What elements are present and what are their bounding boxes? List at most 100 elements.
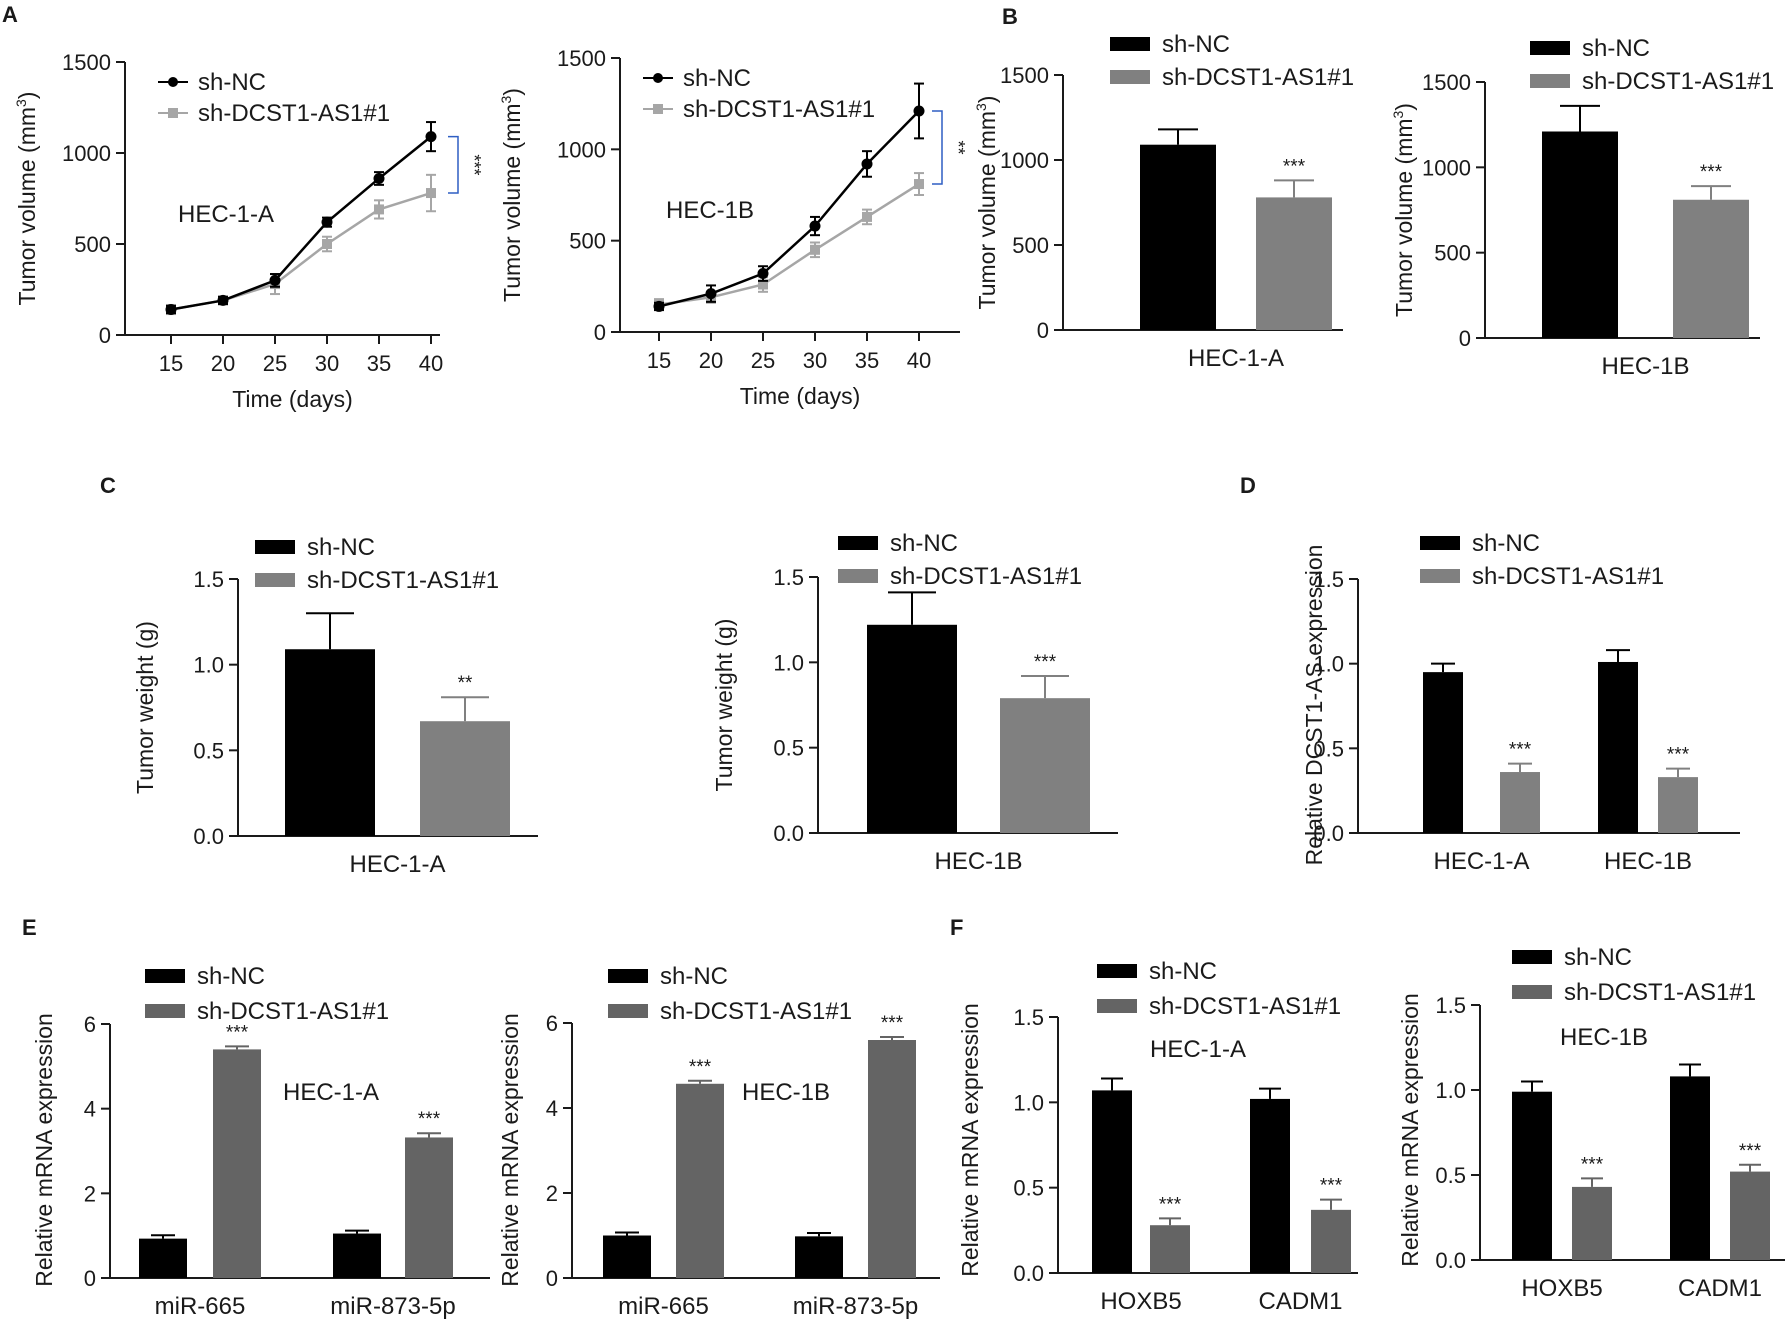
bar <box>795 1236 843 1278</box>
y-tick-label: 0.0 <box>1313 821 1344 846</box>
y-tick-label: 500 <box>569 229 606 254</box>
bar <box>1256 197 1332 330</box>
y-tick-label: 1.5 <box>773 565 804 590</box>
data-point <box>425 131 437 143</box>
x-category-label: HOXB5 <box>1521 1275 1602 1302</box>
significance-stars: *** <box>881 1013 904 1034</box>
data-point <box>217 294 229 306</box>
legend-swatch <box>608 1004 648 1018</box>
bar <box>867 624 957 833</box>
data-point <box>374 204 384 215</box>
data-point <box>269 274 281 286</box>
legend-swatch <box>255 540 295 554</box>
legend-label: sh-DCST1-AS1#1 <box>890 563 1082 590</box>
closing-paren: ) <box>499 88 525 96</box>
significance-stars: *** <box>464 154 484 175</box>
x-tick-label: 40 <box>907 348 931 373</box>
x-tick-label: 15 <box>647 348 671 373</box>
y-tick-label: 1.5 <box>1313 567 1344 592</box>
x-category-label: HEC-1B <box>1601 353 1689 380</box>
data-point <box>809 220 821 232</box>
significance-stars: *** <box>418 1109 441 1130</box>
y-tick-label: 1500 <box>62 50 111 75</box>
y-axis-label: Tumor volume (mm3) <box>13 92 40 306</box>
significance-stars: *** <box>1320 1176 1343 1197</box>
y-axis-label-text: Tumor volume (mm3) <box>973 96 1000 310</box>
panel-letter-c: C <box>100 473 116 498</box>
series-line <box>658 110 920 308</box>
legend-label: sh-NC <box>660 963 728 990</box>
legend-label: sh-DCST1-AS1#1 <box>1564 979 1756 1006</box>
data-point <box>321 216 333 228</box>
y-axis-label-text: Relative DCST1-AS expression <box>1301 545 1327 866</box>
legend-label: sh-NC <box>1564 944 1632 971</box>
bar <box>1311 1209 1351 1273</box>
bar <box>1500 772 1540 833</box>
chart-bar-4: 0.0 0.5 1.0 1.5 ** HEC-1-A Tumor weight (g) sh-… <box>132 534 538 878</box>
legend-label: sh-NC <box>1162 31 1230 58</box>
legend-label: sh-NC <box>1149 958 1217 985</box>
y-tick-label: 0.0 <box>193 824 224 849</box>
chart-bar-2: 0 500 1000 1500 *** HEC-1-A Tumor volume (mm3)… <box>973 31 1354 372</box>
legend-label: sh-NC <box>1472 530 1540 557</box>
chart-bar-6: 0.0 0.5 1.0 1.5 *** HEC-1-A *** HEC-1B Relative … <box>1301 530 1740 875</box>
panel-letter-f: F <box>950 915 963 940</box>
chart-bar-5: 0.0 0.5 1.0 1.5 *** HEC-1B Tumor weight (g) sh-… <box>711 530 1118 875</box>
bar <box>333 1233 381 1278</box>
cell-line-label: HEC-1-A <box>178 201 274 228</box>
x-category-label: HEC-1-A <box>349 851 445 878</box>
x-axis-label: Time (days) <box>740 383 861 409</box>
cell-line-label: HEC-1-A <box>1150 1036 1246 1063</box>
x-category-label: miR-665 <box>155 1293 246 1320</box>
y-tick-label: 0.5 <box>773 736 804 761</box>
y-tick-label: 500 <box>1434 241 1471 266</box>
y-tick-label: 0 <box>1459 326 1471 351</box>
y-tick-label: 500 <box>1012 233 1049 258</box>
bar <box>1572 1186 1612 1260</box>
y-axis-label-text: Tumor volume (mm3) <box>1390 103 1417 317</box>
y-axis-label: Relative mRNA expression <box>31 1013 57 1287</box>
legend-swatch <box>608 969 648 983</box>
data-point <box>757 268 769 280</box>
legend-label: sh-NC <box>198 69 266 96</box>
x-tick-label: 15 <box>159 351 183 376</box>
data-point <box>913 105 925 117</box>
legend-swatch <box>255 573 295 587</box>
x-tick-label: 25 <box>751 348 775 373</box>
significance-stars: *** <box>1159 1194 1182 1215</box>
legend-label: sh-NC <box>307 534 375 561</box>
bar <box>1598 661 1638 833</box>
y-axis-label: Tumor volume (mm3) <box>498 88 525 302</box>
bar <box>1658 777 1698 833</box>
y-tick-label: 0.5 <box>1313 736 1344 761</box>
cell-line-label: HEC-1B <box>742 1079 830 1106</box>
y-axis-label-text: Tumor weight (g) <box>711 619 737 792</box>
y-axis-label: Relative mRNA expression <box>497 1013 523 1287</box>
y-tick-label: 1000 <box>557 137 606 162</box>
legend-marker <box>168 77 178 87</box>
bar <box>1542 131 1618 338</box>
y-tick-label: 1.0 <box>1435 1078 1466 1103</box>
y-axis-label-text: Tumor weight (g) <box>132 621 158 794</box>
bar <box>676 1083 724 1278</box>
legend-label: sh-DCST1-AS1#1 <box>1472 563 1664 590</box>
data-point <box>914 179 924 190</box>
y-tick-label: 2 <box>546 1181 558 1206</box>
y-tick-label: 6 <box>84 1012 96 1037</box>
legend-label: sh-NC <box>890 530 958 557</box>
significance-stars: *** <box>689 1057 712 1078</box>
x-tick-label: 40 <box>419 351 443 376</box>
legend-label: sh-NC <box>1582 35 1650 62</box>
chart-bar-10: 0.0 0.5 1.0 1.5 *** HOXB5 *** CADM1 Relative mRN… <box>1397 944 1785 1302</box>
x-tick-label: 30 <box>803 348 827 373</box>
data-point <box>165 304 177 316</box>
significance-stars: *** <box>1034 652 1057 673</box>
y-tick-label: 1000 <box>62 141 111 166</box>
legend-swatch <box>1512 950 1552 964</box>
significance-stars: *** <box>1739 1141 1762 1162</box>
panel-letter-d: D <box>1240 473 1256 498</box>
legend-swatch <box>838 536 878 550</box>
y-axis-label: Relative mRNA expression <box>1397 993 1423 1267</box>
significance-stars: *** <box>226 1022 249 1043</box>
y-axis-label-text: Relative mRNA expression <box>1397 993 1423 1267</box>
